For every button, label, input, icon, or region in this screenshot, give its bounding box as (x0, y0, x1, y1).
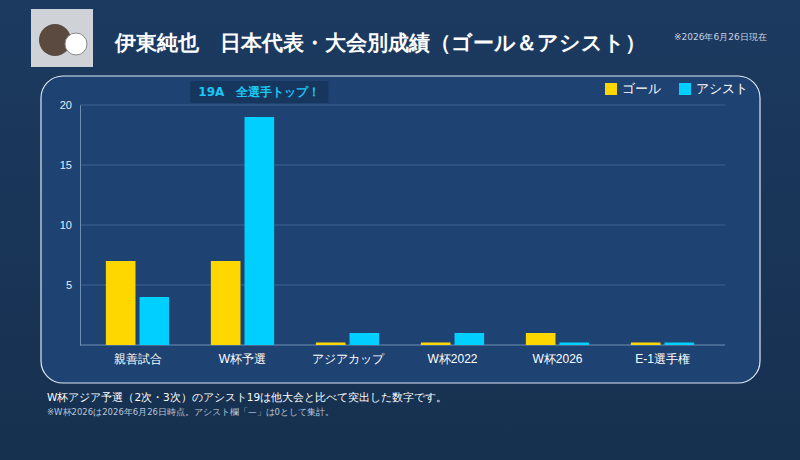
bar (245, 117, 275, 345)
x-axis-line (80, 345, 725, 346)
grid-line (80, 105, 725, 106)
x-tick-label: W杯2026 (532, 352, 582, 366)
legend-swatch (605, 83, 617, 95)
chart-root: 伊東純也 日本代表・大会別成績（ゴール＆アシスト） ※2026年6月26日現在 5 1… (0, 0, 800, 460)
y-tick: 20 (60, 99, 80, 111)
bar (560, 343, 590, 346)
legend-item: ゴール (605, 81, 661, 96)
legend-label: ゴール (622, 81, 661, 96)
x-tick-label: 親善試合 (114, 352, 162, 366)
y-tick: 15 (60, 159, 80, 171)
y-tick: 5 (66, 279, 80, 291)
bar (665, 343, 695, 346)
bar (526, 333, 556, 345)
bar (421, 343, 451, 346)
bar (631, 343, 661, 346)
y-axis-line (80, 106, 81, 346)
photo-ball (65, 33, 87, 55)
bar (106, 261, 136, 345)
x-tick-label: アジアカップ (312, 352, 385, 366)
x-axis: 親善試合 W杯予選 アジアカップ W杯2022 W杯2026 E-1選手権 (80, 345, 725, 366)
grid-line (80, 285, 725, 286)
grid-line (80, 225, 725, 226)
background (0, 0, 800, 460)
legend-label: アシスト (696, 81, 748, 96)
series-bars (140, 117, 695, 345)
title: 伊東純也 日本代表・大会別成績（ゴール＆アシスト） (114, 31, 646, 55)
y-tick: 10 (60, 219, 80, 231)
annotation-text: 19A 全選手トップ！ (198, 85, 320, 99)
subtitle: ※2026年6月26日現在 (674, 32, 767, 42)
x-tick-label: W杯2022 (427, 352, 477, 366)
x-tick: 親善試合 (114, 345, 162, 366)
grid-line (80, 165, 725, 166)
bar (316, 343, 346, 346)
bar (211, 261, 241, 345)
series-bars (106, 261, 661, 345)
bar (140, 297, 170, 345)
footnote: W杯アジア予選（2次・3次）のアシスト19は他大会と比べて突出した数字です。 (47, 391, 447, 404)
x-tick-label: W杯予選 (219, 352, 266, 366)
y-axis: 5 10 15 20 (60, 99, 81, 345)
annotation: 19A 全選手トップ！ (190, 81, 328, 103)
grid (80, 105, 725, 285)
plot-panel (41, 76, 760, 383)
legend-item: アシスト (679, 81, 748, 96)
x-tick: W杯予選 (219, 345, 266, 366)
x-tick: W杯2022 (427, 345, 477, 366)
bars (106, 117, 694, 345)
x-tick: W杯2026 (532, 345, 582, 366)
photo-frame (31, 9, 93, 67)
bar (455, 333, 485, 345)
y-tick-label: 5 (66, 279, 72, 291)
bar (350, 333, 380, 345)
legend: ゴール アシスト (605, 81, 748, 96)
y-tick-label: 10 (60, 219, 72, 231)
annotation-box (190, 81, 328, 103)
y-tick-label: 20 (60, 99, 72, 111)
legend-swatch (679, 83, 691, 95)
footnote: ※W杯2026は2026年6月26日時点。アシスト欄「—」は0として集計。 (47, 407, 334, 417)
x-tick: E-1選手権 (635, 345, 690, 366)
x-tick-label: E-1選手権 (635, 352, 690, 366)
footnotes: W杯アジア予選（2次・3次）のアシスト19は他大会と比べて突出した数字です。 ※W… (47, 391, 447, 417)
y-tick-label: 15 (60, 159, 72, 171)
x-tick: アジアカップ (312, 345, 385, 366)
photo (31, 9, 93, 67)
